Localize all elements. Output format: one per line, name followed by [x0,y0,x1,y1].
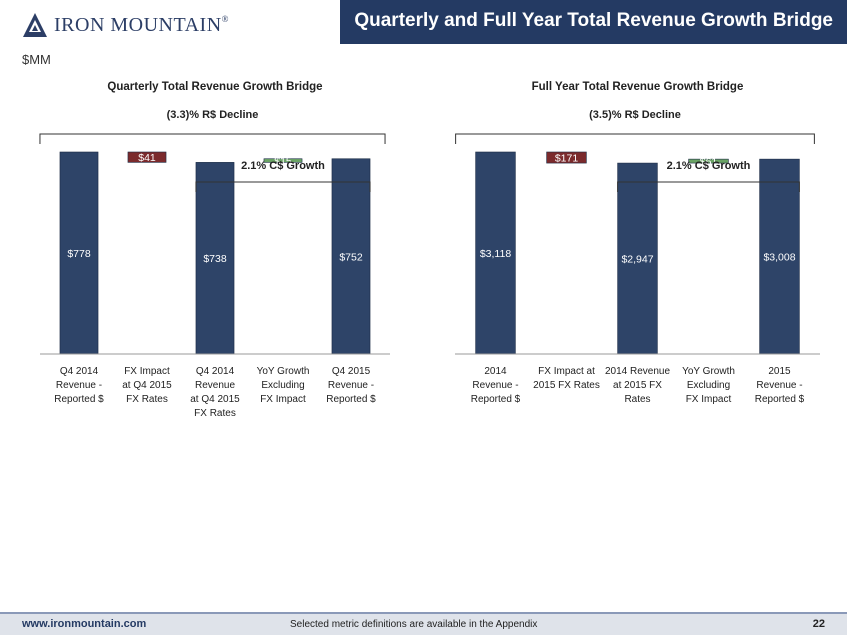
category-label: YoY Growth Excluding FX Impact [682,366,735,405]
bar-decrease [546,151,587,164]
bracket [617,181,800,192]
units-label: $MM [22,52,51,67]
category-label: FX Impact at 2015 FX Rates [533,366,600,391]
bar-value-label: $3,118 [480,248,511,260]
bar-total [617,162,658,355]
bar-total [195,162,235,355]
category-label: Q4 2014 Revenue at Q4 2015 FX Rates [190,366,240,419]
bar-value-label: $2,947 [621,254,653,266]
bracket [39,133,386,144]
bar-value-label: $61 [700,156,718,168]
page-number: 22 [812,618,825,630]
bridge-svg: Quarterly Total Revenue Growth Bridge $77… [39,81,390,419]
bar-total [331,158,371,355]
category-label: 2014 Revenue -Reported $ [471,366,521,405]
category-label: Q4 2014 Revenue -Reported $ [54,366,104,405]
bracket-label: 2.1% C$ Growth [667,160,751,172]
quarterly-bridge-chart: Quarterly Total Revenue Growth Bridge $77… [39,78,390,428]
logo: IRON MOUNTAIN® [22,10,229,40]
bar-total [475,151,516,355]
bracket [195,181,371,192]
bar-total [59,151,99,355]
full-year-bridge-chart: Full Year Total Revenue Growth Bridge $3,… [455,78,820,428]
bracket [455,133,815,144]
bar-total [759,158,800,355]
bar-increase [688,158,729,164]
mountain-logo-icon [23,13,47,37]
bracket-label: (3.5)% R$ Decline [589,109,681,121]
bar-value-label: $3,008 [763,252,795,264]
category-label: YoY Growth Excluding FX Impact [257,366,310,405]
footer-band [0,614,847,635]
footer-divider [0,612,847,614]
category-label: 2015 Revenue -Reported $ [755,366,805,405]
chart-title: Quarterly Total Revenue Growth Bridge [107,81,322,93]
bar-value-label: $778 [67,248,91,260]
page-title: Quarterly and Full Year Total Revenue Gr… [354,10,833,31]
bracket-label: 2.1% C$ Growth [241,160,325,172]
footer-url: www.ironmountain.com [22,618,147,630]
bar-value-label: $738 [203,253,227,265]
bar-decrease [127,151,167,163]
chart-title: Full Year Total Revenue Growth Bridge [532,81,744,93]
bracket-label: (3.3)% R$ Decline [167,109,259,121]
footer-note: Selected metric definitions are availabl… [290,619,538,630]
logo-wordmark: IRON MOUNTAIN® [54,13,230,36]
category-label: Q4 2015 Revenue -Reported $ [326,366,376,405]
bar-value-label: $41 [138,152,156,164]
bridge-svg: Full Year Total Revenue Growth Bridge $3,… [455,81,820,405]
bar-value-label: $15 [274,156,292,168]
bar-value-label: $171 [555,153,579,165]
bar-increase [263,158,303,163]
header-band: Quarterly and Full Year Total Revenue Gr… [340,0,847,44]
bar-value-label: $752 [339,251,363,263]
category-label: FX Impact at Q4 2015 FX Rates [122,366,172,405]
category-label: 2014 Revenue at 2015 FX Rates [605,366,670,405]
